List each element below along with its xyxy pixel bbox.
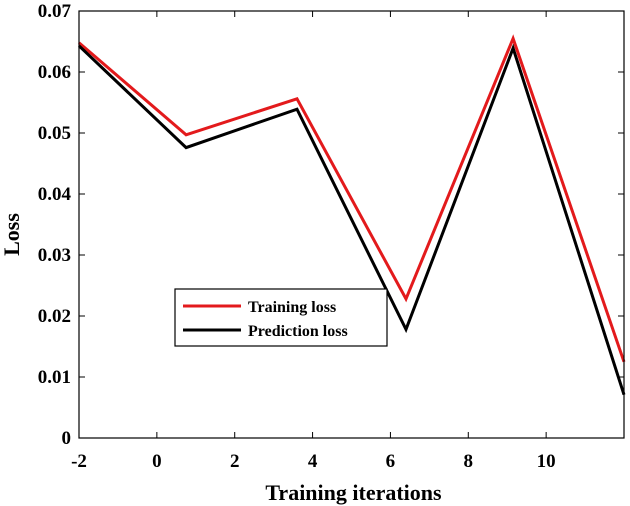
axes-layer: 00.010.020.030.040.050.060.07-2 0 2 4 6 8 10 [38, 1, 625, 472]
x-axis-title: Training iterations [265, 480, 442, 505]
x-tick-label: 10 [537, 451, 556, 472]
legend-box [174, 288, 388, 347]
y-axis-title: Loss [0, 213, 24, 256]
x-tick-label: 2 [230, 451, 240, 472]
y-tick-label: 0.05 [38, 123, 71, 144]
x-tick-label: 8 [464, 451, 474, 472]
plot-frame [78, 10, 625, 439]
y-tick-label: 0.04 [38, 184, 72, 205]
x-tick-label: 0 [152, 451, 162, 472]
series-line-1 [77, 43, 626, 396]
y-tick-label: 0.03 [38, 245, 71, 266]
y-tick-label: 0 [62, 428, 72, 449]
y-tick-label: 0.07 [38, 1, 72, 22]
x-tick-label: -2 [71, 451, 87, 472]
legend-label-0: Training loss [248, 299, 336, 316]
legend: Training loss Prediction loss [174, 288, 388, 347]
legend-label-1: Prediction loss [248, 323, 348, 340]
x-tick-label: 6 [386, 451, 396, 472]
y-tick-label: 0.02 [38, 306, 71, 327]
y-tick-label: 0.06 [38, 62, 71, 83]
x-tick-label: 4 [308, 451, 318, 472]
series-layer [77, 34, 626, 396]
y-tick-label: 0.01 [38, 367, 71, 388]
series-line-0 [78, 34, 626, 363]
